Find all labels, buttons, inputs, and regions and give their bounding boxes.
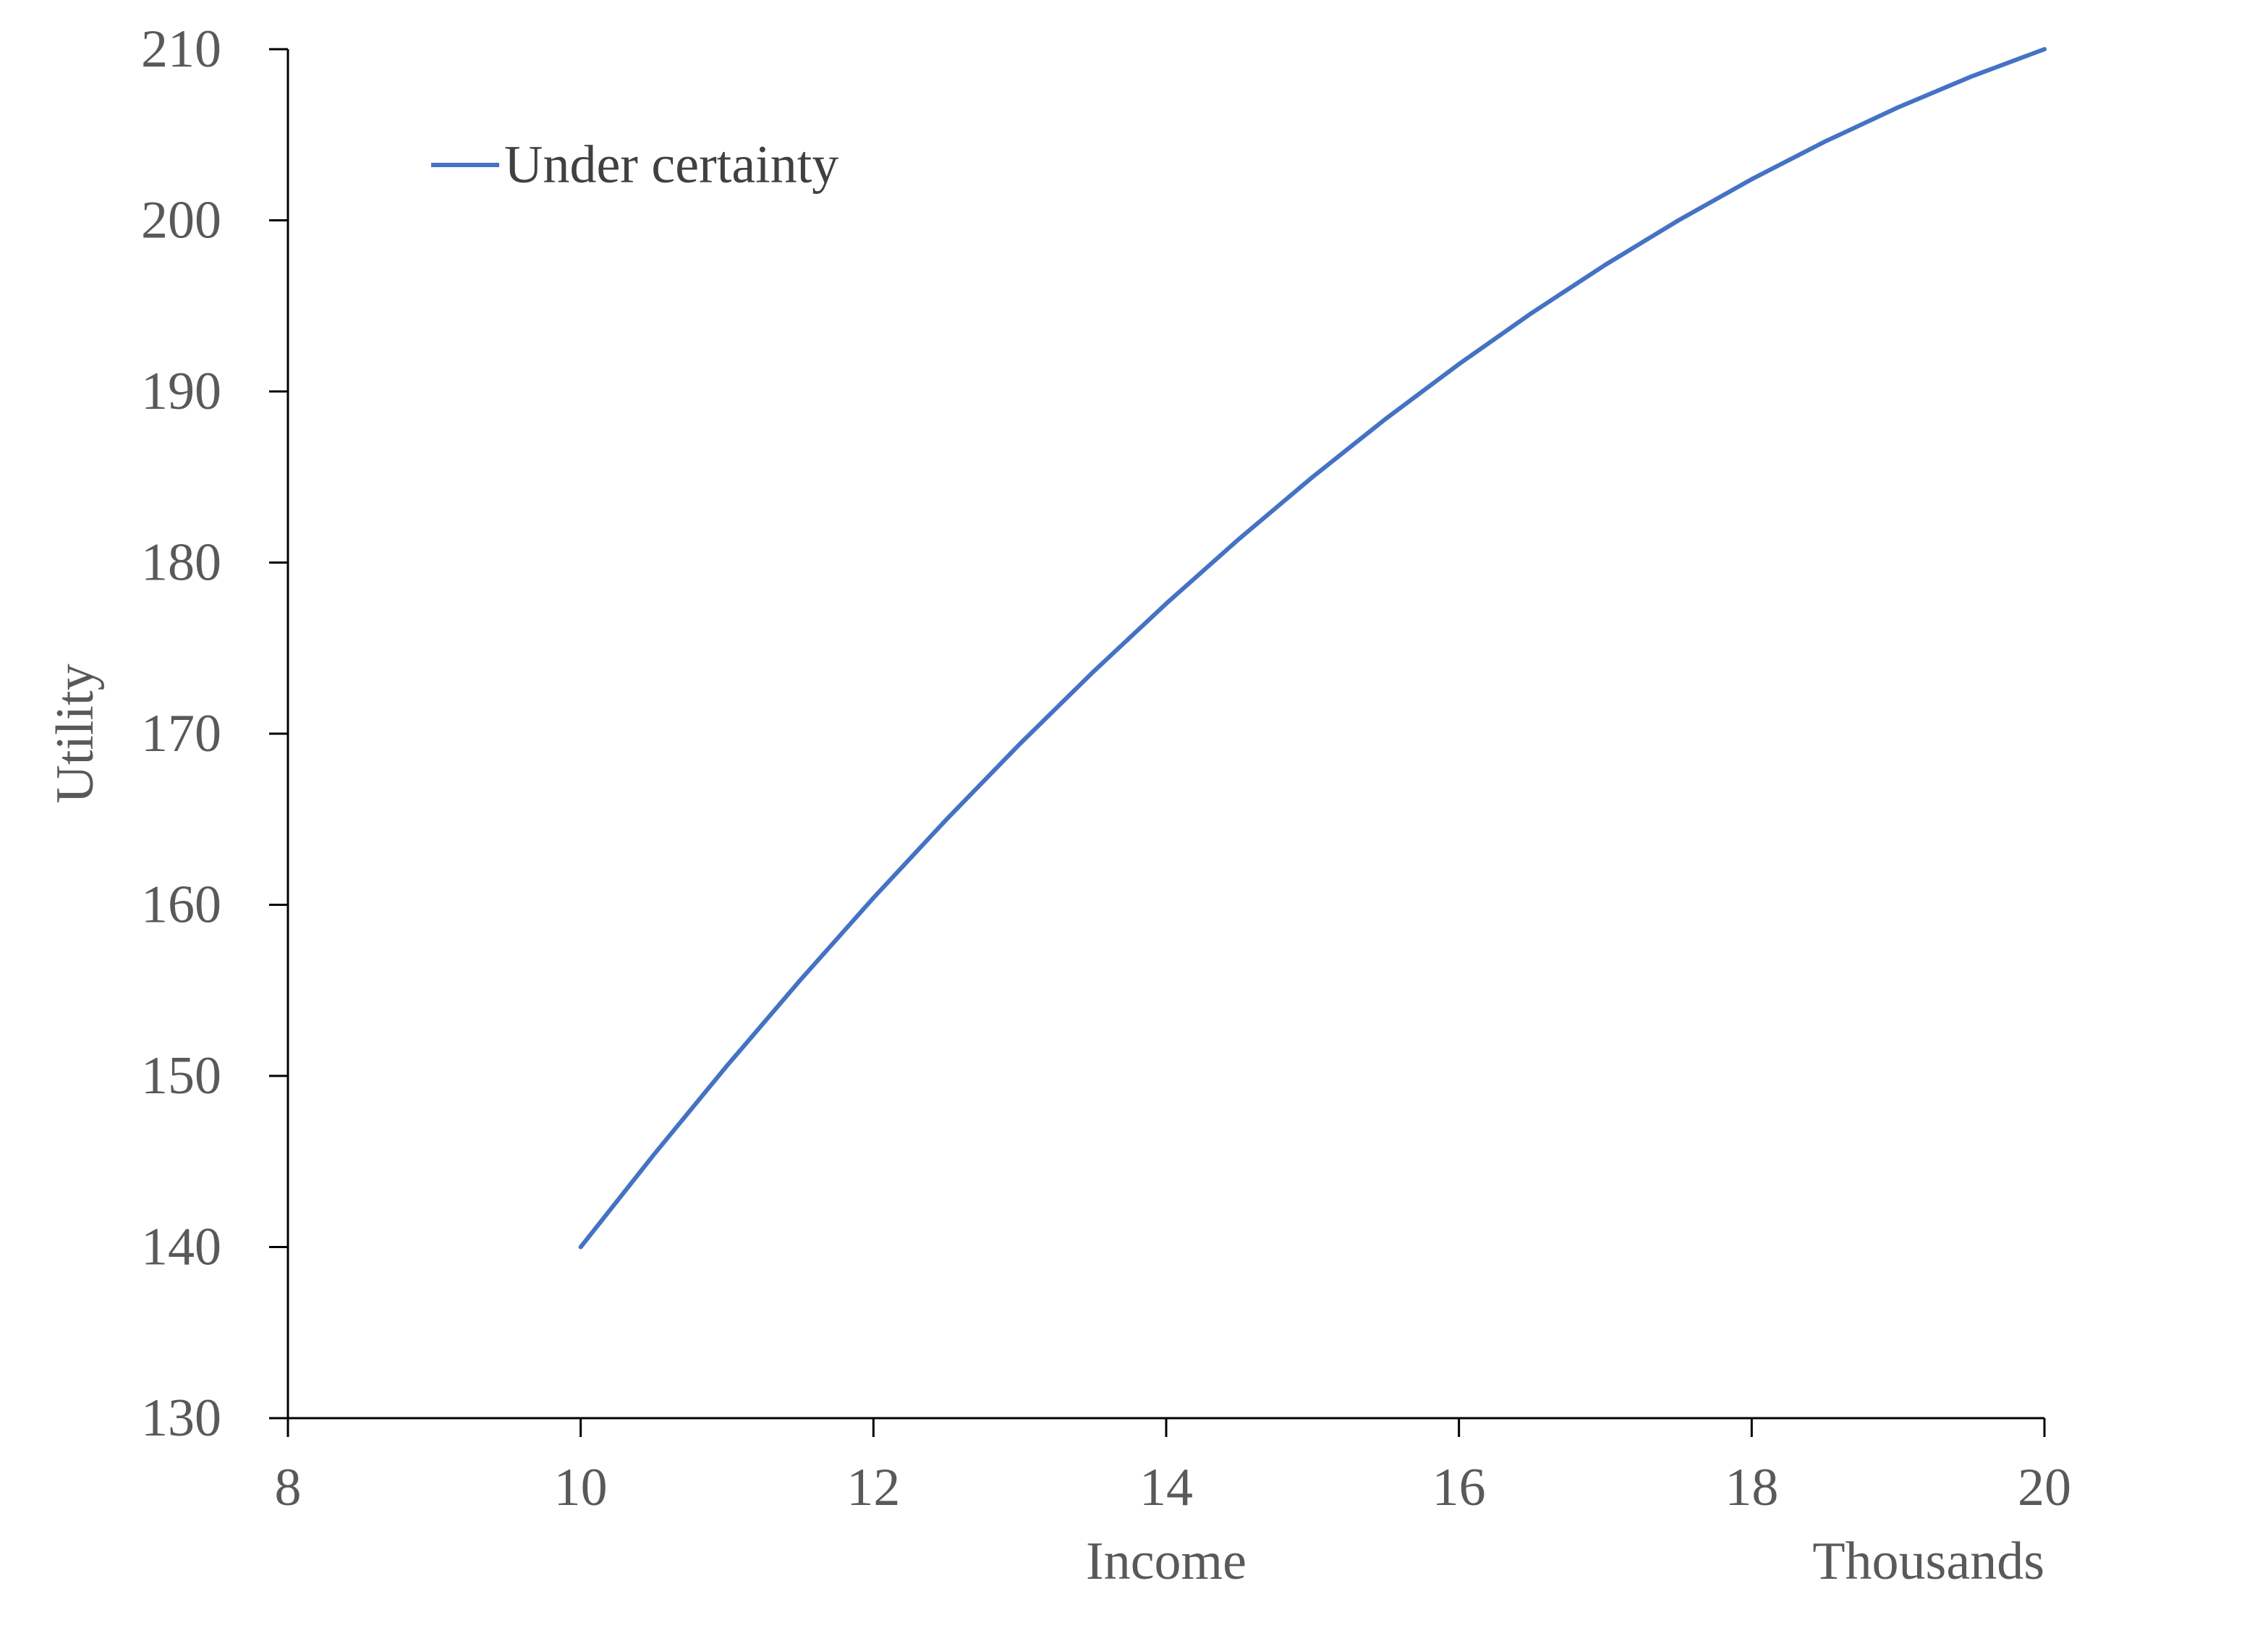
x-tick-label-18: 18 [1725,1458,1778,1517]
y-axis-title: Utility [46,663,105,803]
x-axis-title: Income [1086,1532,1246,1591]
x-tick-label-14: 14 [1139,1458,1193,1517]
legend-label-under-certainty: Under certainty [504,135,838,195]
x-tick-label-10: 10 [554,1458,608,1517]
x-tick-label-12: 12 [846,1458,900,1517]
y-tick-label-200: 200 [141,191,221,250]
y-tick-label-160: 160 [141,875,221,935]
y-tick-label-130: 130 [141,1388,221,1448]
y-tick-label-210: 210 [141,20,221,79]
y-tick-label-150: 150 [141,1046,221,1106]
series-layer [578,47,2047,1250]
y-tick-label-170: 170 [141,704,221,763]
x-axis-unit-label: Thousands [1812,1532,2044,1591]
y-tick-label-140: 140 [141,1218,221,1277]
x-tick-label-20: 20 [2018,1458,2071,1517]
x-tick-label-16: 16 [1432,1458,1486,1517]
x-tick-label-8: 8 [275,1458,302,1517]
series-line-under-certainty [578,47,2047,1250]
x-ticks: 8 10 12 14 16 18 20 [275,1418,2071,1517]
y-tick-label-190: 190 [141,362,221,421]
axes [286,49,2044,1420]
legend: Under certainty [431,135,838,195]
y-tick-label-180: 180 [141,533,221,593]
y-ticks: 130 140 150 160 170 180 190 200 210 [141,20,288,1448]
